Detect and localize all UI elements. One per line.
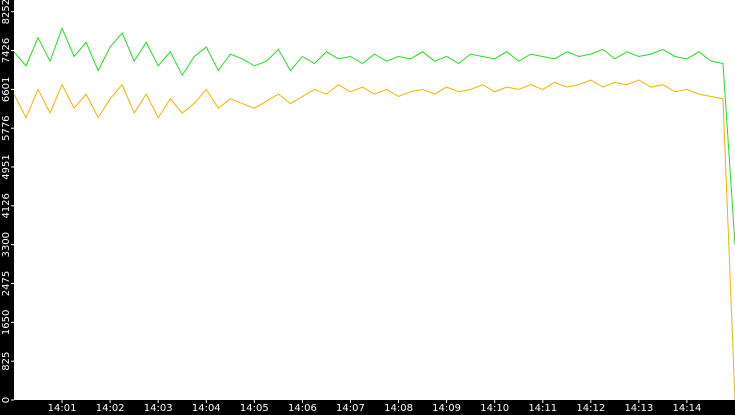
x-tick-label: 14:12 <box>576 403 605 414</box>
y-tick-label: 4126 <box>1 193 12 218</box>
series-line <box>13 79 735 401</box>
x-tick-label: 14:08 <box>384 403 413 414</box>
y-tick-label: 0 <box>1 397 12 403</box>
x-tick-label: 14:11 <box>528 403 557 414</box>
y-tick-label: 825 <box>1 352 12 371</box>
x-tick-label: 14:13 <box>624 403 653 414</box>
x-tick-label: 14:02 <box>96 403 125 414</box>
x-tick-label: 14:07 <box>336 403 365 414</box>
y-tick-label: 3300 <box>1 232 12 257</box>
y-tick-label: 2475 <box>1 271 12 296</box>
y-axis-strip <box>0 0 14 415</box>
y-tick-label: 1650 <box>1 310 12 335</box>
x-tick-label: 14:03 <box>144 403 173 414</box>
x-tick-label: 14:01 <box>48 403 77 414</box>
y-tick-label: 6601 <box>1 77 12 102</box>
x-tick-label: 14:10 <box>480 403 509 414</box>
y-tick-label: 8252 <box>1 0 12 24</box>
x-tick-label: 14:14 <box>673 403 702 414</box>
x-tick-label: 14:04 <box>192 403 221 414</box>
series-line <box>13 26 735 245</box>
x-tick-label: 14:09 <box>432 403 461 414</box>
y-tick-label: 7426 <box>1 38 12 63</box>
y-tick-label: 5776 <box>1 115 12 140</box>
x-tick-label: 14:05 <box>240 403 269 414</box>
x-tick-label: 14:06 <box>288 403 317 414</box>
y-tick-label: 4951 <box>1 154 12 179</box>
x-axis-strip <box>0 400 735 415</box>
